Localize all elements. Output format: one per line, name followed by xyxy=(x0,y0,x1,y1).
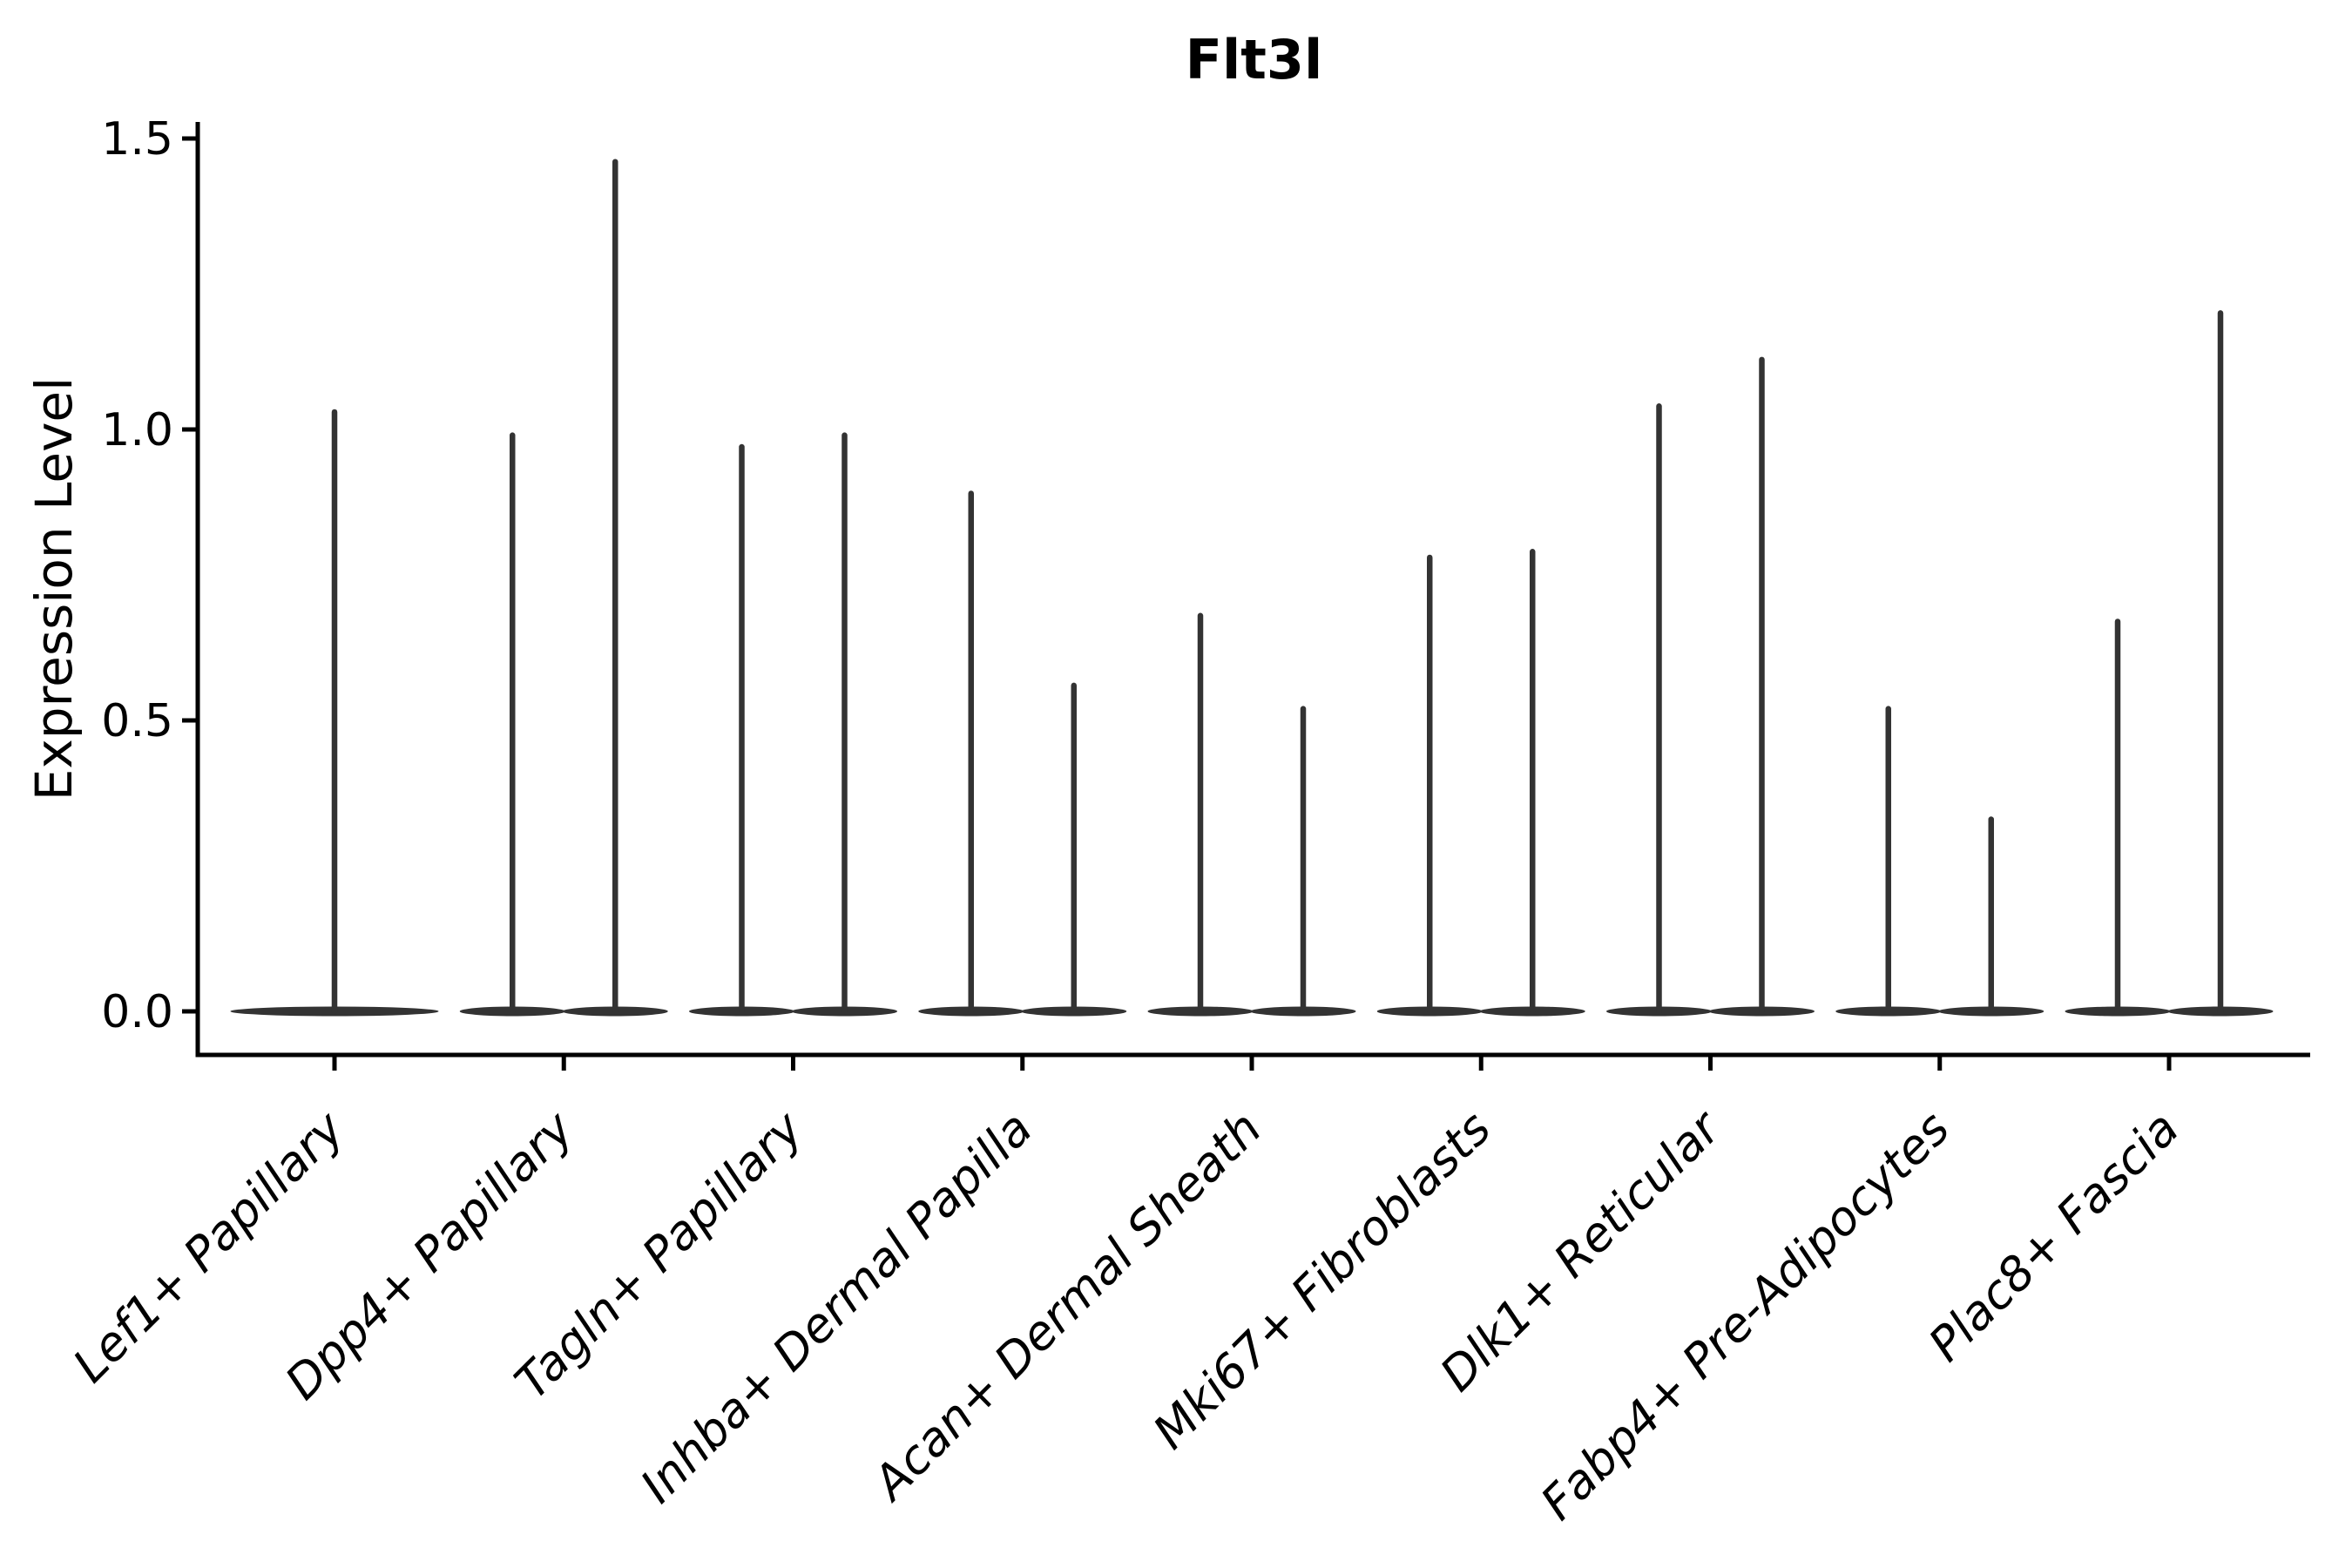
x-tick-label: Fabp4+ Pre-Adipocytes xyxy=(1531,1101,1960,1531)
x-tick-label: Plac8+ Fascia xyxy=(1918,1101,2189,1372)
y-tick-label: 0.0 xyxy=(101,986,173,1038)
chart-title: Flt3l xyxy=(1185,28,1323,91)
y-axis-label: Expression Level xyxy=(24,376,84,801)
y-tick-label: 0.5 xyxy=(101,695,173,747)
y-tick-label: 1.0 xyxy=(101,404,173,456)
y-tick-label: 1.5 xyxy=(101,113,173,166)
x-tick-label: Inhba+ Dermal Papilla xyxy=(630,1101,1043,1514)
x-tick-label: Acan+ Dermal Sheath xyxy=(861,1101,1272,1512)
